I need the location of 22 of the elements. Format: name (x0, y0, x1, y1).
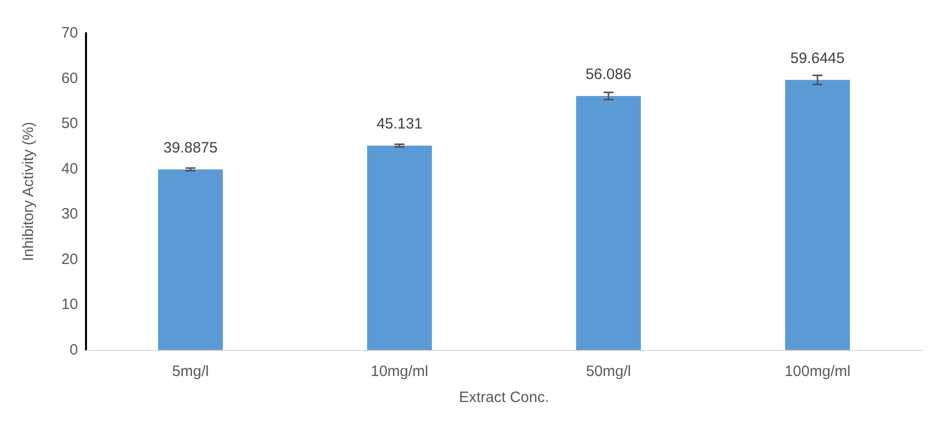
x-tick-label: 100mg/ml (784, 363, 850, 380)
data-label: 45.131 (376, 116, 422, 133)
bar (576, 96, 641, 350)
y-tick-label: 10 (61, 296, 78, 314)
x-axis-title: Extract Conc. (458, 389, 550, 406)
y-axis-title: Inhibitory Activity (%) (20, 122, 37, 262)
y-tick-label: 70 (61, 24, 78, 42)
bar (158, 169, 223, 350)
y-tick-label: 60 (61, 70, 78, 87)
y-tick-label: 0 (70, 342, 78, 358)
data-label: 56.086 (586, 66, 632, 84)
data-label: 39.8875 (163, 139, 218, 156)
x-tick-label: 5mg/l (172, 363, 209, 380)
x-tick-label: 50mg/l (586, 363, 632, 380)
data-label: 59.6445 (790, 50, 845, 67)
bar (785, 80, 850, 350)
y-tick-label: 40 (61, 160, 78, 178)
x-tick-label: 10mg/ml (370, 363, 428, 380)
bar (367, 146, 432, 350)
y-tick-label: 20 (61, 250, 78, 268)
y-tick-label: 50 (61, 115, 78, 132)
y-tick-label: 30 (61, 206, 78, 223)
